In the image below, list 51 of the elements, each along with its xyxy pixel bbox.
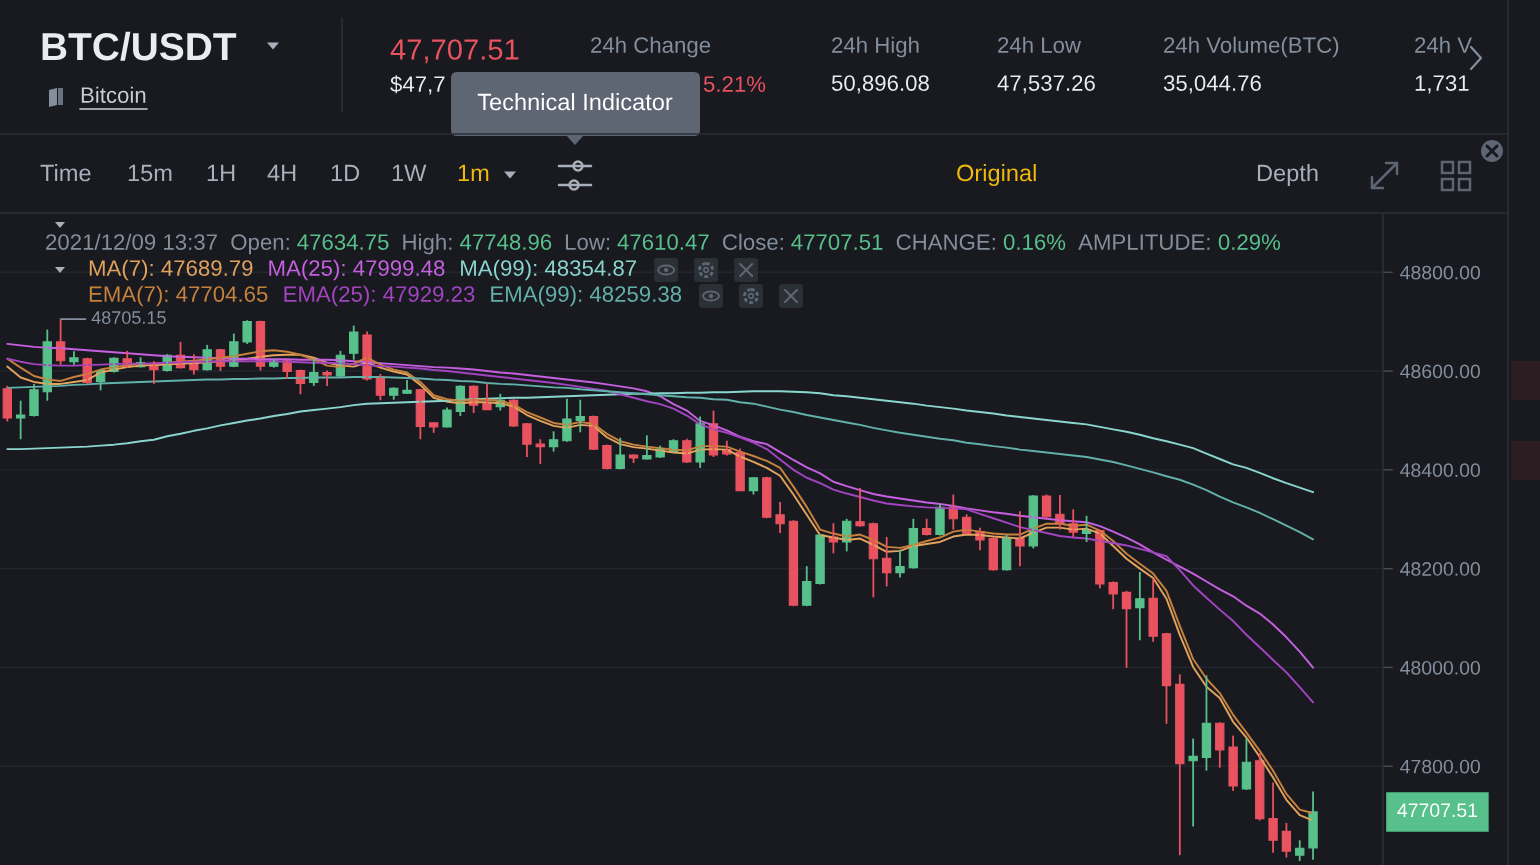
y-tick-label: 48200.00 bbox=[1400, 562, 1481, 576]
text: EMA(25): 47929.23 bbox=[284, 285, 475, 307]
annotation: 47610.47 bbox=[617, 234, 709, 250]
text: 24h High bbox=[832, 36, 919, 58]
annotation: Low: bbox=[565, 234, 610, 250]
annotation: Open: bbox=[231, 234, 289, 255]
text: EMA(99): 48259.38 bbox=[491, 285, 682, 307]
text: 24h Change bbox=[591, 36, 711, 58]
text: 15m bbox=[128, 164, 172, 182]
text: 24h V bbox=[1415, 36, 1472, 53]
text: MA(99): 48354.87 bbox=[461, 259, 637, 281]
annotation: High: bbox=[403, 233, 452, 255]
annotation: 2021/12/09 13:37 bbox=[46, 233, 217, 250]
text: 47,537.26 bbox=[997, 75, 1095, 94]
y-tick-label: 48000.00 bbox=[1400, 660, 1481, 675]
annotation: 47634.75 bbox=[297, 234, 389, 250]
chart-title: BTC/USDT bbox=[42, 31, 237, 61]
text: 47707.51 bbox=[1397, 803, 1478, 818]
series-label: EMA(7): 47704.65 bbox=[89, 285, 268, 307]
y-tick-label: 47800.00 bbox=[1400, 759, 1481, 774]
text: 47,707.51 bbox=[390, 39, 519, 64]
text: 50,896.08 bbox=[831, 75, 929, 94]
text: Depth bbox=[1257, 164, 1318, 186]
text: MA(7): 47689.79 bbox=[89, 259, 253, 281]
annotation: Close: bbox=[723, 233, 783, 250]
text: 1D bbox=[331, 164, 360, 182]
annotation: 0.29% bbox=[1218, 234, 1281, 250]
annotation: 47707.51 bbox=[791, 234, 883, 250]
y-tick-label: 48400.00 bbox=[1400, 463, 1481, 478]
text: 1m bbox=[458, 164, 489, 182]
text: 1H bbox=[207, 164, 235, 182]
text: 24h Volume(BTC) bbox=[1164, 36, 1339, 58]
annotation: CHANGE: bbox=[896, 234, 995, 250]
y-tick-label: 48600.00 bbox=[1400, 364, 1481, 379]
y-tick-label: 48800.00 bbox=[1400, 265, 1481, 280]
text: Technical Indicator bbox=[477, 93, 673, 111]
annotation: 48705.15 bbox=[91, 311, 166, 324]
annotation: 0.16% bbox=[1003, 234, 1066, 250]
text: 24h Low bbox=[998, 36, 1082, 53]
text: 1,731 bbox=[1415, 75, 1469, 94]
annotation: 47748.96 bbox=[460, 234, 552, 250]
text: 5.21% bbox=[703, 76, 766, 92]
text: MA(25): 47999.48 bbox=[269, 259, 445, 281]
text: 35,044.76 bbox=[1163, 75, 1261, 94]
text: Original bbox=[957, 164, 1036, 186]
annotation: AMPLITUDE: bbox=[1078, 234, 1210, 250]
text: 1W bbox=[392, 164, 427, 182]
chart-subtitle: Bitcoin bbox=[81, 86, 146, 103]
text: $47,7 bbox=[390, 75, 445, 95]
text: Time bbox=[40, 164, 91, 182]
text: 4H bbox=[267, 164, 296, 182]
